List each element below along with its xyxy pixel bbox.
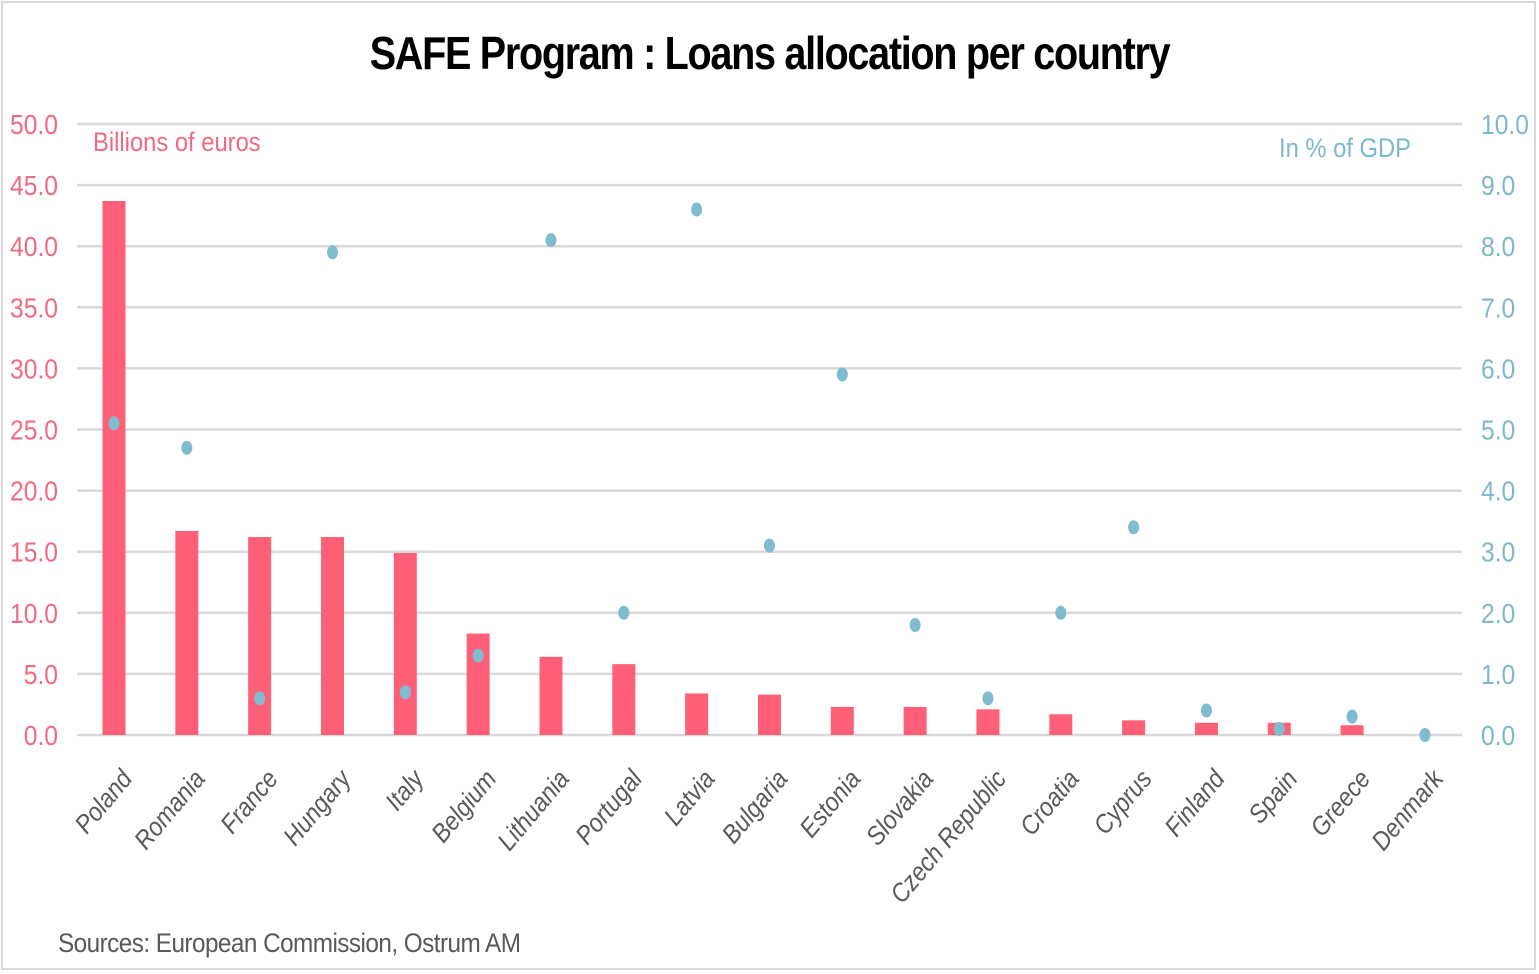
right-tick-label: 8.0 — [1481, 231, 1515, 263]
category-label: Latvia — [659, 765, 721, 831]
right-tick-label: 0.0 — [1481, 720, 1515, 752]
category-label: Greece — [1305, 765, 1376, 842]
category-label: Belgium — [426, 765, 502, 848]
right-tick-label: 3.0 — [1481, 536, 1515, 568]
category-label: Croatia — [1015, 765, 1085, 841]
right-tick-label: 10.0 — [1481, 109, 1529, 141]
category-label: Spain — [1243, 765, 1303, 829]
left-axis-label: Billions of euros — [93, 128, 261, 158]
right-tick-label: 4.0 — [1481, 475, 1515, 507]
gdp-dot — [1273, 721, 1285, 736]
bar — [757, 694, 781, 735]
bar — [1340, 725, 1364, 735]
gdp-dot — [1419, 728, 1431, 742]
category-label: Finland — [1160, 764, 1232, 842]
gdp-dot — [982, 691, 994, 706]
left-tick-label: 0.0 — [24, 720, 58, 752]
gdp-dot — [254, 691, 266, 706]
gdp-dot — [1200, 703, 1212, 718]
category-label: Slovakia — [861, 765, 940, 851]
gdp-dot — [472, 648, 484, 663]
bar — [393, 552, 417, 735]
bar — [830, 706, 854, 735]
gdp-dot — [1055, 605, 1067, 620]
category-label: Hungary — [278, 764, 358, 851]
gdp-dot — [836, 367, 848, 382]
left-tick-label: 40.0 — [10, 231, 58, 263]
gdp-dot — [618, 605, 630, 620]
bar — [248, 537, 272, 735]
gdp-dot — [326, 245, 338, 260]
right-axis-label: In % of GDP — [1279, 134, 1411, 164]
left-tick-label: 5.0 — [24, 658, 58, 690]
category-label: Poland — [70, 764, 139, 839]
bar — [539, 656, 563, 735]
left-tick-label: 20.0 — [10, 475, 58, 507]
bar — [1049, 714, 1073, 735]
bar — [903, 706, 927, 735]
bar — [612, 664, 636, 735]
gdp-dot — [181, 440, 193, 455]
right-tick-label: 5.0 — [1481, 414, 1515, 446]
gdp-dot — [545, 233, 557, 248]
right-tick-label: 6.0 — [1481, 353, 1515, 385]
bar-series-billions — [102, 200, 1364, 736]
gdp-dot — [1128, 520, 1140, 535]
bar — [320, 537, 344, 735]
left-tick-label: 50.0 — [10, 109, 58, 141]
category-label: Romania — [129, 765, 211, 855]
category-label: Portugal — [570, 764, 649, 850]
category-label: Bulgaria — [717, 765, 794, 849]
gdp-dot — [108, 416, 120, 431]
gdp-dot — [909, 618, 921, 633]
left-tick-label: 35.0 — [10, 292, 58, 324]
bar — [1122, 720, 1146, 735]
category-label: France — [215, 765, 284, 839]
chart-title: SAFE Program : Loans allocation per coun… — [369, 27, 1171, 79]
bar — [466, 633, 490, 735]
left-tick-label: 25.0 — [10, 414, 58, 446]
gdp-dot — [399, 685, 411, 700]
left-tick-label: 10.0 — [10, 597, 58, 629]
right-tick-label: 7.0 — [1481, 292, 1515, 324]
bar — [685, 693, 709, 735]
bar — [1194, 722, 1218, 735]
left-tick-label: 30.0 — [10, 353, 58, 385]
right-tick-label: 9.0 — [1481, 170, 1515, 202]
scatter-series-gdp — [108, 202, 1431, 742]
category-label: Estonia — [795, 765, 867, 843]
left-tick-label: 15.0 — [10, 536, 58, 568]
gdp-dot — [763, 538, 775, 553]
right-axis-ticks: 0.0 1.0 2.0 3.0 4.0 5.0 6.0 7.0 8.0 9.0 10.0 — [1481, 109, 1529, 752]
bar — [175, 530, 199, 735]
category-label: Cyprus — [1089, 765, 1158, 840]
gridlines — [77, 122, 1462, 737]
category-label: Denmark — [1367, 764, 1451, 856]
bar — [976, 709, 1000, 735]
bar — [102, 200, 126, 736]
left-axis-ticks: 0.0 5.0 10.0 15.0 20.0 25.0 30.0 35.0 40.0 45.0 50… — [10, 109, 58, 752]
left-tick-label: 45.0 — [10, 170, 58, 202]
category-label: Lithuania — [493, 765, 576, 856]
source-note: Sources: European Commission, Ostrum AM — [58, 928, 521, 958]
right-tick-label: 2.0 — [1481, 597, 1515, 629]
category-label: Italy — [380, 764, 430, 816]
gdp-dot — [691, 202, 703, 217]
right-tick-label: 1.0 — [1481, 658, 1515, 690]
gdp-dot — [1346, 709, 1358, 724]
